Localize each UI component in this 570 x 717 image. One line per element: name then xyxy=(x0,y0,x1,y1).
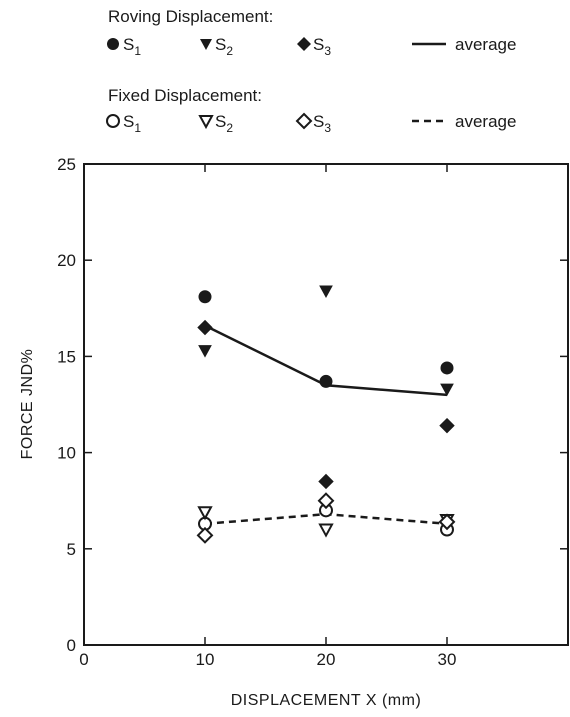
svg-text:S2: S2 xyxy=(215,35,233,58)
svg-text:S2: S2 xyxy=(215,112,233,135)
y-tick-label: 10 xyxy=(57,444,76,463)
y-tick-label: 15 xyxy=(57,347,76,366)
x-tick-label: 0 xyxy=(79,650,88,669)
legend-roving-s1-label: S xyxy=(123,35,134,54)
roving-s1-point xyxy=(319,374,333,388)
legend-fixed-s1: S1 xyxy=(106,112,141,135)
legend-filled-diamond-marker xyxy=(297,37,311,51)
legend-fixed-s1-label: S xyxy=(123,112,134,131)
legend-roving-s1: S1 xyxy=(107,35,141,58)
y-tick-label: 5 xyxy=(67,540,76,559)
legend-fixed-title: Fixed Displacement: xyxy=(108,86,262,105)
legend-fixed-s2: S2 xyxy=(198,112,233,135)
legend-roving-s1-sub: 1 xyxy=(134,44,141,58)
x-tick-label: 20 xyxy=(317,650,336,669)
plot-frame xyxy=(83,163,569,646)
y-axis-label: FORCE JND% xyxy=(19,349,36,460)
fixed-s2-point xyxy=(318,523,334,538)
legend-fixed-s1-sub: 1 xyxy=(134,121,141,135)
svg-text:S3: S3 xyxy=(313,112,331,135)
legend-roving-s3-label: S xyxy=(313,35,324,54)
y-tick-label: 0 xyxy=(67,636,76,655)
y-tick-label: 20 xyxy=(57,251,76,270)
roving-s1-point xyxy=(198,290,212,304)
fixed-s3-point xyxy=(317,492,335,510)
legend-roving-s2-sub: 2 xyxy=(226,44,233,58)
legend-roving-s2: S2 xyxy=(200,35,233,58)
y-tick-label: 25 xyxy=(57,155,76,174)
legend-filled-circle-marker xyxy=(107,38,119,50)
svg-text:S3: S3 xyxy=(313,35,331,58)
svg-text:S1: S1 xyxy=(123,112,141,135)
fixed-s3-point xyxy=(438,513,456,531)
legend-fixed-average: average xyxy=(412,112,516,131)
roving-s3-point xyxy=(318,473,334,490)
roving-s2-point xyxy=(440,383,454,397)
legend-open-diamond-marker xyxy=(295,112,313,130)
roving-s1-point xyxy=(440,361,454,375)
legend-roving-average: average xyxy=(412,35,516,54)
svg-text:S1: S1 xyxy=(123,35,141,58)
legend-fixed-s2-sub: 2 xyxy=(226,121,233,135)
legend-roving-s2-label: S xyxy=(215,35,226,54)
legend-roving-title: Roving Displacement: xyxy=(108,7,273,26)
fixed-s2-point xyxy=(197,506,213,521)
legend-roving-s3-sub: 3 xyxy=(324,44,331,58)
data-markers xyxy=(196,285,456,544)
legend-roving-average-label: average xyxy=(455,35,516,54)
axis-ticks: 0 5 10 15 20 25 0 10 20 30 xyxy=(57,155,568,669)
roving-s2-point xyxy=(198,345,212,358)
legend-fixed-average-label: average xyxy=(455,112,516,131)
x-tick-label: 10 xyxy=(196,650,215,669)
legend-fixed-s2-label: S xyxy=(215,112,226,131)
legend-open-triangle-marker xyxy=(198,115,214,130)
fixed-s3-point xyxy=(196,526,214,544)
legend-fixed-s3-sub: 3 xyxy=(324,121,331,135)
x-axis-label: DISPLACEMENT X (mm) xyxy=(231,692,422,709)
roving-s3-point xyxy=(439,417,455,434)
roving-s2-point xyxy=(319,285,333,299)
legend-filled-triangle-marker xyxy=(200,39,212,50)
roving-s3-point xyxy=(197,319,213,336)
legend-fixed-s3: S3 xyxy=(295,112,331,135)
legend-open-circle-marker xyxy=(106,114,120,128)
legend-fixed-s3-label: S xyxy=(313,112,324,131)
x-tick-label: 30 xyxy=(438,650,457,669)
legend-roving-s3: S3 xyxy=(297,35,331,58)
